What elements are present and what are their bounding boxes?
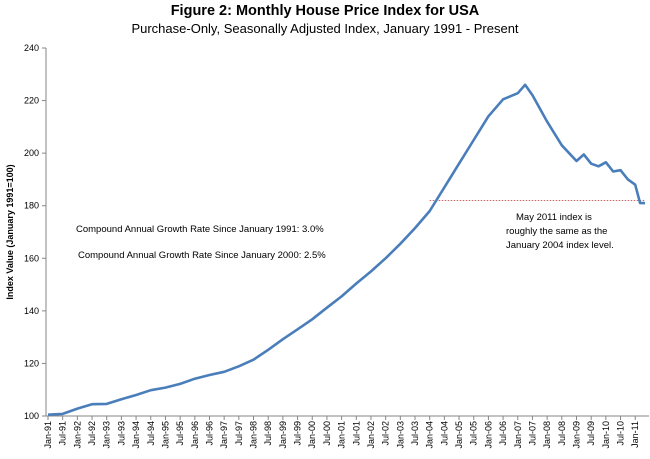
x-tick-label: Jan-97	[219, 421, 229, 449]
x-tick-label: Jul-06	[498, 421, 508, 446]
x-tick-label: Jul-02	[381, 421, 391, 446]
x-axis-ticks: Jan-91 Jul-91 Jan-92 Jul-92 Jan-93 Jul-93 Jan-…	[43, 416, 640, 449]
axes	[45, 48, 649, 417]
annotation-note-line-2: roughly the same as the	[506, 226, 607, 237]
x-tick-label: Jul-99	[293, 421, 303, 446]
y-axis-ticks: 100 120 140 160 180 200 220 240	[24, 43, 46, 421]
x-tick-label: Jul-92	[87, 421, 97, 446]
x-tick-label: Jul-07	[527, 421, 537, 446]
y-tick-label: 240	[24, 43, 39, 53]
x-tick-label: Jan-95	[160, 421, 170, 449]
x-tick-label: Jul-04	[439, 421, 449, 446]
x-tick-label: Jan-93	[102, 421, 112, 449]
annotation-note-line-3: January 2004 index level.	[506, 240, 614, 251]
x-tick-label: Jan-09	[571, 421, 581, 449]
x-tick-label: Jul-93	[116, 421, 126, 446]
annotation-note-line-1: May 2011 index is	[516, 212, 592, 223]
y-tick-label: 200	[24, 148, 39, 158]
y-tick-label: 120	[24, 358, 39, 368]
x-tick-label: Jul-01	[351, 421, 361, 446]
x-tick-label: Jan-94	[131, 421, 141, 449]
x-tick-label: Jul-00	[322, 421, 332, 446]
x-tick-label: Jul-91	[58, 421, 68, 446]
x-tick-label: Jul-95	[175, 421, 185, 446]
x-tick-label: Jan-92	[72, 421, 82, 449]
x-tick-label: Jan-02	[366, 421, 376, 449]
x-tick-label: Jul-94	[146, 421, 156, 446]
x-tick-label: Jan-98	[249, 421, 259, 449]
x-tick-label: Jan-06	[483, 421, 493, 449]
x-tick-label: Jan-05	[454, 421, 464, 449]
x-tick-label: Jul-97	[234, 421, 244, 446]
x-tick-label: Jan-91	[43, 421, 53, 449]
x-tick-label: Jan-96	[190, 421, 200, 449]
y-tick-label: 140	[24, 306, 39, 316]
series-line-house-price-index	[47, 83, 645, 416]
x-tick-label: Jul-98	[263, 421, 273, 446]
chart-subtitle: Purchase-Only, Seasonally Adjusted Index…	[131, 21, 519, 36]
x-tick-label: Jan-11	[630, 421, 640, 448]
x-tick-label: Jan-01	[337, 421, 347, 449]
y-tick-label: 160	[24, 253, 39, 263]
x-tick-label: Jan-99	[278, 421, 288, 449]
x-tick-label: Jan-10	[601, 421, 611, 449]
x-tick-label: Jul-05	[469, 421, 479, 446]
x-tick-label: Jul-10	[616, 421, 626, 446]
annotation-cagr-2000: Compound Annual Growth Rate Since Januar…	[78, 250, 326, 261]
x-tick-label: Jul-08	[557, 421, 567, 446]
y-tick-label: 180	[24, 201, 39, 211]
x-tick-label: Jul-03	[410, 421, 420, 446]
x-tick-label: Jan-07	[513, 421, 523, 449]
x-tick-label: Jan-00	[307, 421, 317, 449]
y-tick-label: 220	[24, 96, 39, 106]
y-axis-label: Index Value (January 1991=100)	[5, 164, 15, 299]
x-tick-label: Jan-03	[395, 421, 405, 449]
x-tick-label: Jan-04	[425, 421, 435, 449]
x-tick-label: Jul-09	[586, 421, 596, 446]
chart-title: Figure 2: Monthly House Price Index for …	[170, 3, 480, 19]
x-tick-label: Jul-96	[204, 421, 214, 446]
y-tick-label: 100	[24, 411, 39, 421]
x-tick-label: Jan-08	[542, 421, 552, 449]
annotation-cagr-1991: Compound Annual Growth Rate Since Januar…	[76, 224, 324, 235]
